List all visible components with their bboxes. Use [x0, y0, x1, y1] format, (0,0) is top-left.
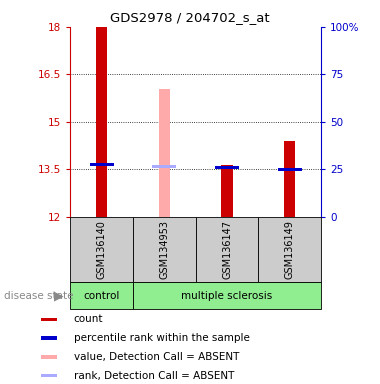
- Text: GSM136147: GSM136147: [222, 220, 232, 279]
- Text: disease state: disease state: [4, 291, 73, 301]
- Text: GSM136140: GSM136140: [97, 220, 107, 279]
- Bar: [196, 217, 258, 282]
- Bar: [41, 318, 57, 321]
- Text: ▶: ▶: [54, 289, 64, 302]
- Bar: [278, 168, 302, 171]
- Bar: [284, 141, 295, 217]
- Bar: [152, 166, 176, 169]
- Bar: [70, 217, 133, 282]
- Bar: [258, 217, 321, 282]
- Text: percentile rank within the sample: percentile rank within the sample: [74, 333, 249, 343]
- Bar: [70, 282, 133, 309]
- Text: rank, Detection Call = ABSENT: rank, Detection Call = ABSENT: [74, 371, 234, 381]
- Text: count: count: [74, 314, 103, 324]
- Text: value, Detection Call = ABSENT: value, Detection Call = ABSENT: [74, 352, 239, 362]
- Text: GSM136149: GSM136149: [285, 220, 295, 279]
- Text: control: control: [84, 291, 120, 301]
- Bar: [96, 27, 107, 217]
- Bar: [41, 355, 57, 359]
- Bar: [90, 163, 114, 166]
- Bar: [133, 282, 321, 309]
- Bar: [159, 89, 170, 217]
- Text: GDS2978 / 204702_s_at: GDS2978 / 204702_s_at: [110, 12, 270, 25]
- Text: multiple sclerosis: multiple sclerosis: [181, 291, 273, 301]
- Bar: [41, 336, 57, 340]
- Bar: [222, 165, 233, 217]
- Text: GSM134953: GSM134953: [159, 220, 169, 279]
- Bar: [41, 374, 57, 377]
- Bar: [215, 166, 239, 169]
- Bar: [133, 217, 196, 282]
